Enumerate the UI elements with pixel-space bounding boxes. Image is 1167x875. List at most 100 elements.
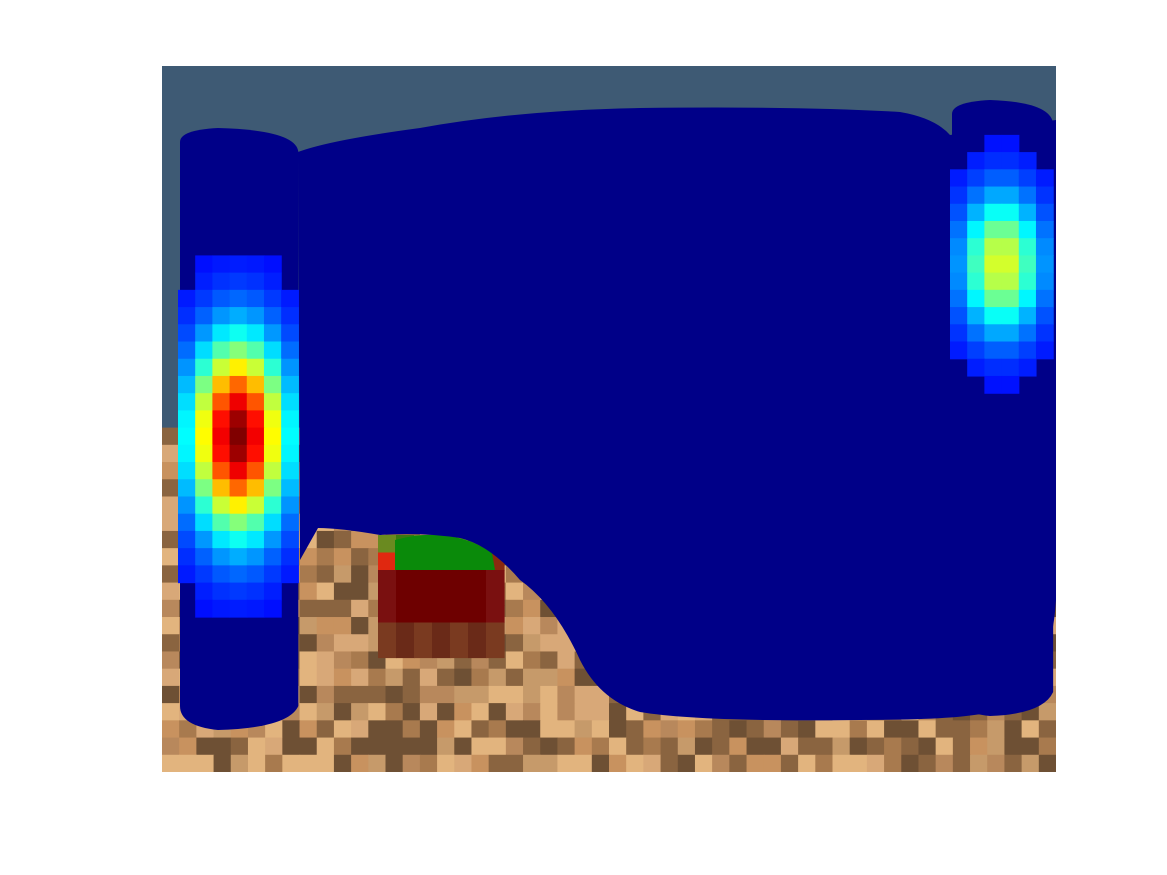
block-cell <box>486 570 505 589</box>
sand-cell <box>316 565 335 584</box>
sand-cell <box>162 737 180 756</box>
sand-cell <box>935 754 954 772</box>
sand-cell <box>815 754 834 772</box>
sand-cell <box>333 651 352 670</box>
sand-cell <box>402 703 421 721</box>
sand-cell <box>385 668 404 687</box>
sand-cell <box>832 737 851 756</box>
left-heat-column-cell <box>263 444 282 463</box>
left-heat-column-cell <box>178 444 196 463</box>
left-heat-column-cell <box>195 599 213 618</box>
left-heat-column-cell <box>212 289 231 308</box>
block-cell <box>486 605 505 624</box>
right-heat-column-cell <box>984 375 1003 394</box>
left-heat-column-cell <box>178 358 196 377</box>
block-cell <box>378 535 397 554</box>
right-heat-column-cell <box>1001 358 1020 377</box>
sand-cell <box>952 720 971 739</box>
block-cell <box>486 587 505 606</box>
block-cell <box>468 605 487 624</box>
left-heat-column-cell <box>212 496 231 515</box>
sand-cell <box>884 737 902 756</box>
sand-cell <box>505 582 524 601</box>
right-heat-column-cell <box>1035 255 1054 274</box>
left-heat-column-cell <box>246 393 265 411</box>
left-heat-column-cell <box>246 341 265 360</box>
sand-cell <box>523 754 541 772</box>
sand-cell <box>402 720 421 739</box>
block-cell <box>432 570 451 589</box>
sand-cell <box>557 651 576 670</box>
left-heat-column-cell <box>229 548 248 566</box>
left-heat-column-cell <box>229 358 248 377</box>
sand-cell <box>437 685 455 704</box>
sand-cell <box>385 720 404 739</box>
sand-cell <box>351 530 369 549</box>
left-heat-column-cell <box>263 427 282 446</box>
sand-cell <box>333 548 352 566</box>
right-heat-column-cell <box>1035 203 1054 222</box>
left-heat-column-cell <box>246 272 265 291</box>
sand-cell <box>162 513 180 532</box>
sand-cell <box>333 617 352 635</box>
right-heat-column-cell <box>1035 307 1054 325</box>
right-heat-column-cell <box>984 324 1003 343</box>
right-heat-column-cell <box>1018 307 1037 325</box>
left-heat-column-cell <box>178 479 196 498</box>
sand-cell <box>402 668 421 687</box>
sand-cell <box>299 582 318 601</box>
sand-cell <box>729 720 748 739</box>
block-cell <box>414 587 433 606</box>
sand-cell <box>333 530 352 549</box>
sand-cell <box>643 737 662 756</box>
sand-cell <box>694 737 713 756</box>
left-heat-column-cell <box>212 341 231 360</box>
right-heat-column-cell <box>1035 289 1054 308</box>
sand-cell <box>437 737 455 756</box>
left-heat-column-cell <box>263 496 282 515</box>
right-heat-column-cell <box>1018 272 1037 291</box>
right-heat-column-cell <box>1035 220 1054 239</box>
sand-cell <box>299 651 318 670</box>
sand-cell <box>419 754 438 772</box>
sand-cell <box>609 754 627 772</box>
left-heat-column-cell <box>195 462 213 480</box>
right-heat-column-cell <box>1001 255 1020 274</box>
sand-cell <box>712 737 730 756</box>
block-cell <box>468 622 487 641</box>
left-heat-column-cell <box>212 582 231 601</box>
left-heat-column-cell <box>212 513 231 532</box>
sand-cell <box>351 634 369 653</box>
sand-cell <box>162 548 180 566</box>
sand-cell <box>523 599 541 618</box>
block-cell <box>468 570 487 589</box>
left-heat-column-cell <box>178 375 196 394</box>
left-heat-column-cell <box>178 530 196 549</box>
right-heat-column-cell <box>967 186 985 205</box>
block-cell <box>450 640 469 659</box>
left-heat-column-cell <box>195 272 213 291</box>
left-heat-column-cell <box>212 462 231 480</box>
sand-cell <box>247 754 266 772</box>
sand-cell <box>918 754 937 772</box>
sand-cell <box>333 565 352 584</box>
sand-cell <box>626 720 644 739</box>
right-heat-column-cell <box>984 289 1003 308</box>
sand-cell <box>299 617 318 635</box>
sand-cell <box>437 703 455 721</box>
sand-cell <box>351 703 369 721</box>
sand-cell <box>162 703 180 721</box>
sand-cell <box>265 754 283 772</box>
left-heat-column-cell <box>246 375 265 394</box>
sand-cell <box>488 685 507 704</box>
sand-cell <box>316 737 335 756</box>
right-heat-column-cell <box>1018 203 1037 222</box>
sand-cell <box>660 720 679 739</box>
right-heat-column-cell <box>984 307 1003 325</box>
left-heat-column-cell <box>263 599 282 618</box>
left-heat-column-cell <box>246 427 265 446</box>
sand-cell <box>351 737 369 756</box>
sand-cell <box>299 599 318 618</box>
sand-cell <box>729 737 748 756</box>
sand-cell <box>316 720 335 739</box>
